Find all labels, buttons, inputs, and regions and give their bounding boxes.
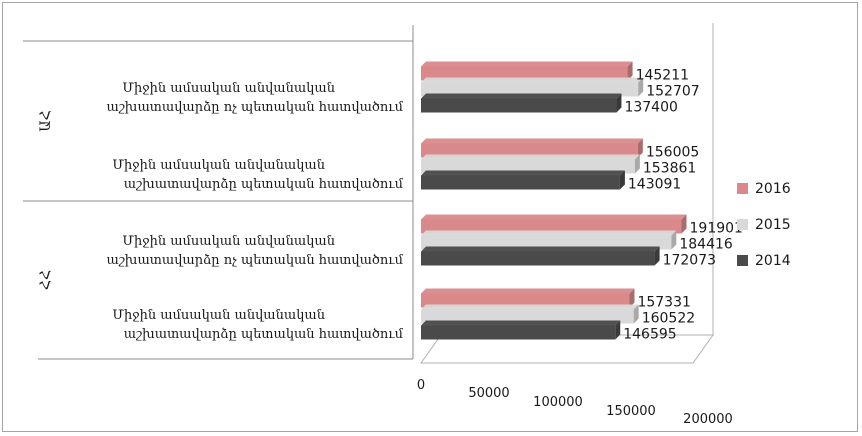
data-label: 137400	[624, 100, 677, 116]
x-tick-label: 0	[417, 378, 425, 393]
category-label-line2: աշխատավարձը պետական հատվածում	[124, 327, 404, 342]
x-tick-label: 100000	[533, 395, 583, 410]
category-label-line2: աշխատավարձը պետական հատվածում	[124, 177, 404, 192]
data-label: 191901	[690, 221, 743, 237]
bar-end-face	[654, 246, 660, 266]
bar-2015	[421, 82, 639, 97]
data-label: 152707	[646, 84, 699, 100]
category-label-line2: աշխատավարձը ոչ պետական հատվածում	[106, 253, 403, 268]
bar-top-face	[421, 288, 635, 294]
bar-end-face	[671, 230, 677, 250]
bar-top-face	[421, 230, 677, 236]
bar-top-face	[421, 214, 687, 220]
bar-end-face	[619, 170, 625, 190]
data-label: 157331	[637, 295, 690, 311]
bar-end-face	[633, 304, 639, 324]
bar-top-face	[421, 154, 640, 160]
group-label: ԱՀ	[38, 110, 54, 131]
category-label-line1: Միջին ամսական անվանական	[112, 158, 325, 173]
bar-2016	[421, 66, 628, 81]
legend-label: 2016	[755, 181, 791, 197]
legend-swatch-2014	[737, 255, 748, 266]
bar-2015	[421, 159, 635, 174]
bar-2016	[421, 293, 630, 308]
bar-2015	[421, 309, 634, 324]
data-label: 146595	[623, 327, 676, 343]
bar-top-face	[421, 170, 625, 176]
bar-end-face	[627, 61, 633, 81]
bar-end-face	[681, 214, 687, 234]
bar-chart: 0 50000 100000 150000 200000 ՀՀ ԱՀ Միջին ամսակա…	[23, 23, 791, 428]
bar-2015	[421, 235, 672, 250]
data-label: 145211	[636, 68, 689, 84]
bar-end-face	[634, 154, 640, 174]
data-label: 160522	[642, 311, 695, 327]
bar-2014	[421, 175, 620, 190]
x-tick-label: 200000	[683, 412, 733, 427]
legend-swatch-2015	[737, 219, 748, 230]
group-label: ՀՀ	[38, 270, 54, 290]
bar-2014	[421, 325, 616, 340]
bar-top-face	[421, 304, 639, 310]
data-label: 156005	[646, 145, 699, 161]
bar-2014	[421, 98, 617, 113]
data-label: 143091	[628, 177, 681, 193]
legend-label: 2014	[755, 253, 791, 269]
bar-top-face	[421, 246, 660, 252]
bar-end-face	[629, 288, 635, 308]
legend-label: 2015	[755, 217, 791, 233]
bar-top-face	[421, 93, 622, 99]
bar-2016	[421, 143, 638, 158]
data-label: 184416	[679, 237, 733, 253]
bar-top-face	[421, 138, 643, 144]
x-tick-label: 150000	[606, 404, 656, 419]
bar-end-face	[637, 138, 643, 158]
bar-2016	[421, 219, 682, 234]
bar-2014	[421, 251, 655, 266]
category-label-line1: Միջին ամսական անվանական	[122, 234, 335, 249]
category-label-line2: աշխատավարձը ոչ պետական հատվածում	[106, 100, 403, 115]
bar-end-face	[615, 320, 621, 340]
axes-layer	[23, 23, 714, 364]
bar-top-face	[421, 320, 621, 326]
category-label-line1: Միջին ամսական անվանական	[112, 308, 325, 323]
chart-frame: 0 50000 100000 150000 200000 ՀՀ ԱՀ Միջին ամսակա…	[2, 2, 858, 432]
bars-layer	[421, 61, 687, 340]
data-label: 172073	[663, 253, 716, 269]
legend: 2016 2015 2014	[737, 181, 791, 269]
data-label: 153861	[643, 161, 696, 177]
x-tick-label: 50000	[468, 386, 509, 401]
bar-end-face	[616, 93, 622, 113]
bar-top-face	[421, 61, 633, 67]
category-label-line1: Միջին ամսական անվանական	[122, 81, 335, 96]
bar-end-face	[638, 77, 644, 97]
bar-top-face	[421, 77, 644, 83]
labels-layer: 0 50000 100000 150000 200000 ՀՀ ԱՀ Միջին ամսակա…	[38, 68, 743, 428]
legend-swatch-2016	[737, 183, 748, 194]
